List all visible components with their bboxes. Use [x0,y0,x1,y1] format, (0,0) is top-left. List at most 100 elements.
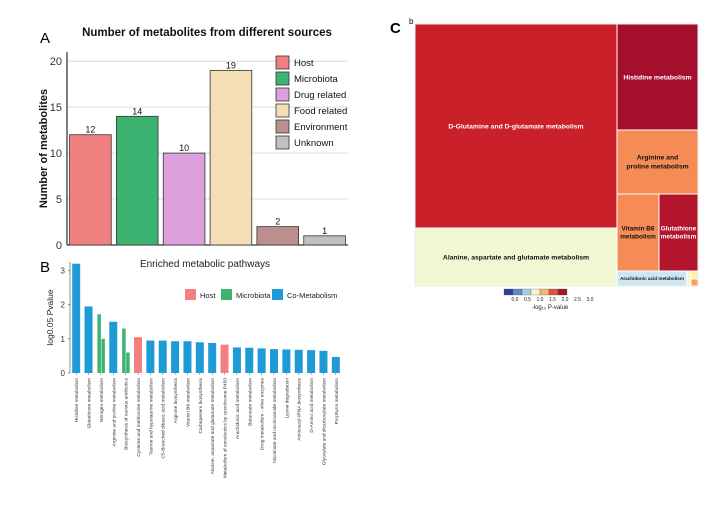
colorbar-swatch [539,288,550,296]
legend-swatch-b [272,289,283,300]
x-tick-label-b: Drug metabolism - other enzymes [260,377,266,450]
pathway-bar [84,306,93,373]
legend-label-a: Drug related [294,90,346,101]
chart-title-a: Number of metabolites from different sou… [82,27,332,39]
treemap-tile-rect [616,193,660,272]
treemap-tile-label-line: metabolism [661,234,697,241]
treemap-tile-label: Alanine, aspartate and glutamate metabol… [443,254,589,261]
pathway-bar [195,342,204,373]
treemap-tile: Arachidonic acid metabolism [616,270,688,287]
x-tick-label-b: Taurine and hypotaurine metabolism [148,378,154,455]
treemap-tile-label: Vitamin B6 metabolism [620,225,656,240]
colorbar-label: -log₁₀ P-value [532,305,569,311]
colorbar-swatch [521,288,532,296]
colorbar-tick-label: 2.5 [574,297,581,303]
pathway-bar [232,347,241,373]
bar-data-label: 19 [226,60,236,70]
treemap-tile: Glutathione metabolism [658,193,699,272]
pathway-bar [171,341,180,373]
legend-swatch-b [221,289,232,300]
treemap-tile-label: Arachidonic acid metabolism [620,276,684,281]
colorbar-swatch [548,288,559,296]
y-tick-label-b: 3 [61,267,66,276]
treemap-tile-rect [658,193,699,272]
treemap-tile: Histidine metabolism [616,23,699,131]
treemap-tile: Arginine and proline metabolism [616,129,699,195]
x-tick-label-b: Metabolism of xenobiotics by cytochrome … [223,378,229,479]
bar-host [69,134,112,246]
y-tick-label-a: 10 [50,148,62,160]
x-tick-label-b: Arachidonic acid metabolism [235,378,241,439]
bar-unknown [303,235,346,246]
legend-label-a: Host [294,58,314,69]
x-tick-label-b: Arginine biosynthesis [173,377,179,423]
bar-data-label: 1 [322,226,327,236]
treemap-tile-label-line: proline metabolism [626,163,688,170]
x-tick-label-b: Carbapenem biosynthesis [198,377,204,433]
colorbar-swatch [503,288,514,296]
treemap-tile-rect [616,129,699,195]
y-tick-label-b: 1 [61,335,66,344]
legend-swatch-a [275,87,290,102]
legend-label-a: Unknown [294,138,334,149]
pathway-bar [97,314,101,373]
pathway-bar [208,342,217,373]
treemap-tile-label-line: Vitamin B6 [622,225,655,232]
pathway-bar [183,341,192,373]
pathway-bar [109,321,118,373]
x-tick-label-b: Glutathione metabolism [87,378,93,428]
x-tick-label-b: Lysine degradation [284,378,290,419]
pathway-bar [257,348,266,373]
bar-data-label: 2 [275,217,280,227]
legend-swatch-a [275,119,290,134]
colorbar-swatch [512,288,523,296]
pathway-bar [220,344,229,373]
treemap-tile-label-line: metabolism [620,234,656,241]
treemap-tile-label: Histidine metabolism [623,74,691,81]
plot-area-a [67,52,348,245]
y-tick-label-a: 15 [50,102,62,114]
treemap-tile [686,270,692,287]
x-tick-label-b: Alanine, aspartate and glutamate metabol… [210,378,216,474]
x-tick-label-b: Vitamin B6 metabolism [185,378,191,427]
x-tick-label-b: Butanoate metabolism [247,378,253,426]
bar-data-label: 14 [132,106,142,116]
colorbar-swatch [530,288,541,296]
pathway-bar [331,356,340,373]
pathway-bar [134,337,142,373]
pathway-bar [122,328,126,373]
pathway-bar [270,349,278,373]
y-tick-label-b: 0 [61,369,66,378]
colorbar-tick-label: 1.5 [549,297,556,303]
x-tick-label-b: C5-Branched dibasic acid metabolism [161,378,167,459]
legend-swatch-a [275,135,290,150]
panel-c-sub-label: b [409,17,414,26]
x-tick-label-b: Cysteine and methionine metabolism [136,378,142,457]
y-axis-label-b: log0.05 Pvalue [45,289,55,346]
x-tick-label-b: D-Amino acid metabolism [309,378,315,433]
colorbar-tick-label: 1.0 [537,297,544,303]
legend-swatch-a [275,71,290,86]
treemap-tile [690,278,699,287]
pathway-bar [282,349,291,373]
x-tick-label-b: Arginine and proline metabolism [111,378,117,447]
pathway-bar [101,338,105,373]
y-tick-label-b: 2 [61,301,66,310]
colorbar-tick-label: 3.0 [587,297,594,303]
treemap-tile: Alanine, aspartate and glutamate metabol… [414,227,618,287]
treemap-tile-rect [686,270,692,287]
treemap-tile-label-line: Glutathione [661,225,697,232]
x-tick-label-b: Nitrogen metabolism [99,378,105,422]
y-tick-label-a: 0 [56,240,62,252]
bar-environment [256,226,299,246]
x-tick-label-b: Nicotinate and nicotinamide metabolism [272,378,278,463]
pathway-bar [245,347,254,373]
treemap-tile: D-Glutamine and D-glutamate metabolism [414,23,618,229]
pathway-bar [294,349,303,373]
legend-swatch-a [275,55,290,70]
y-tick-label-a: 5 [56,194,62,206]
pathway-bar [307,350,316,373]
legend-label-a: Food related [294,106,347,117]
